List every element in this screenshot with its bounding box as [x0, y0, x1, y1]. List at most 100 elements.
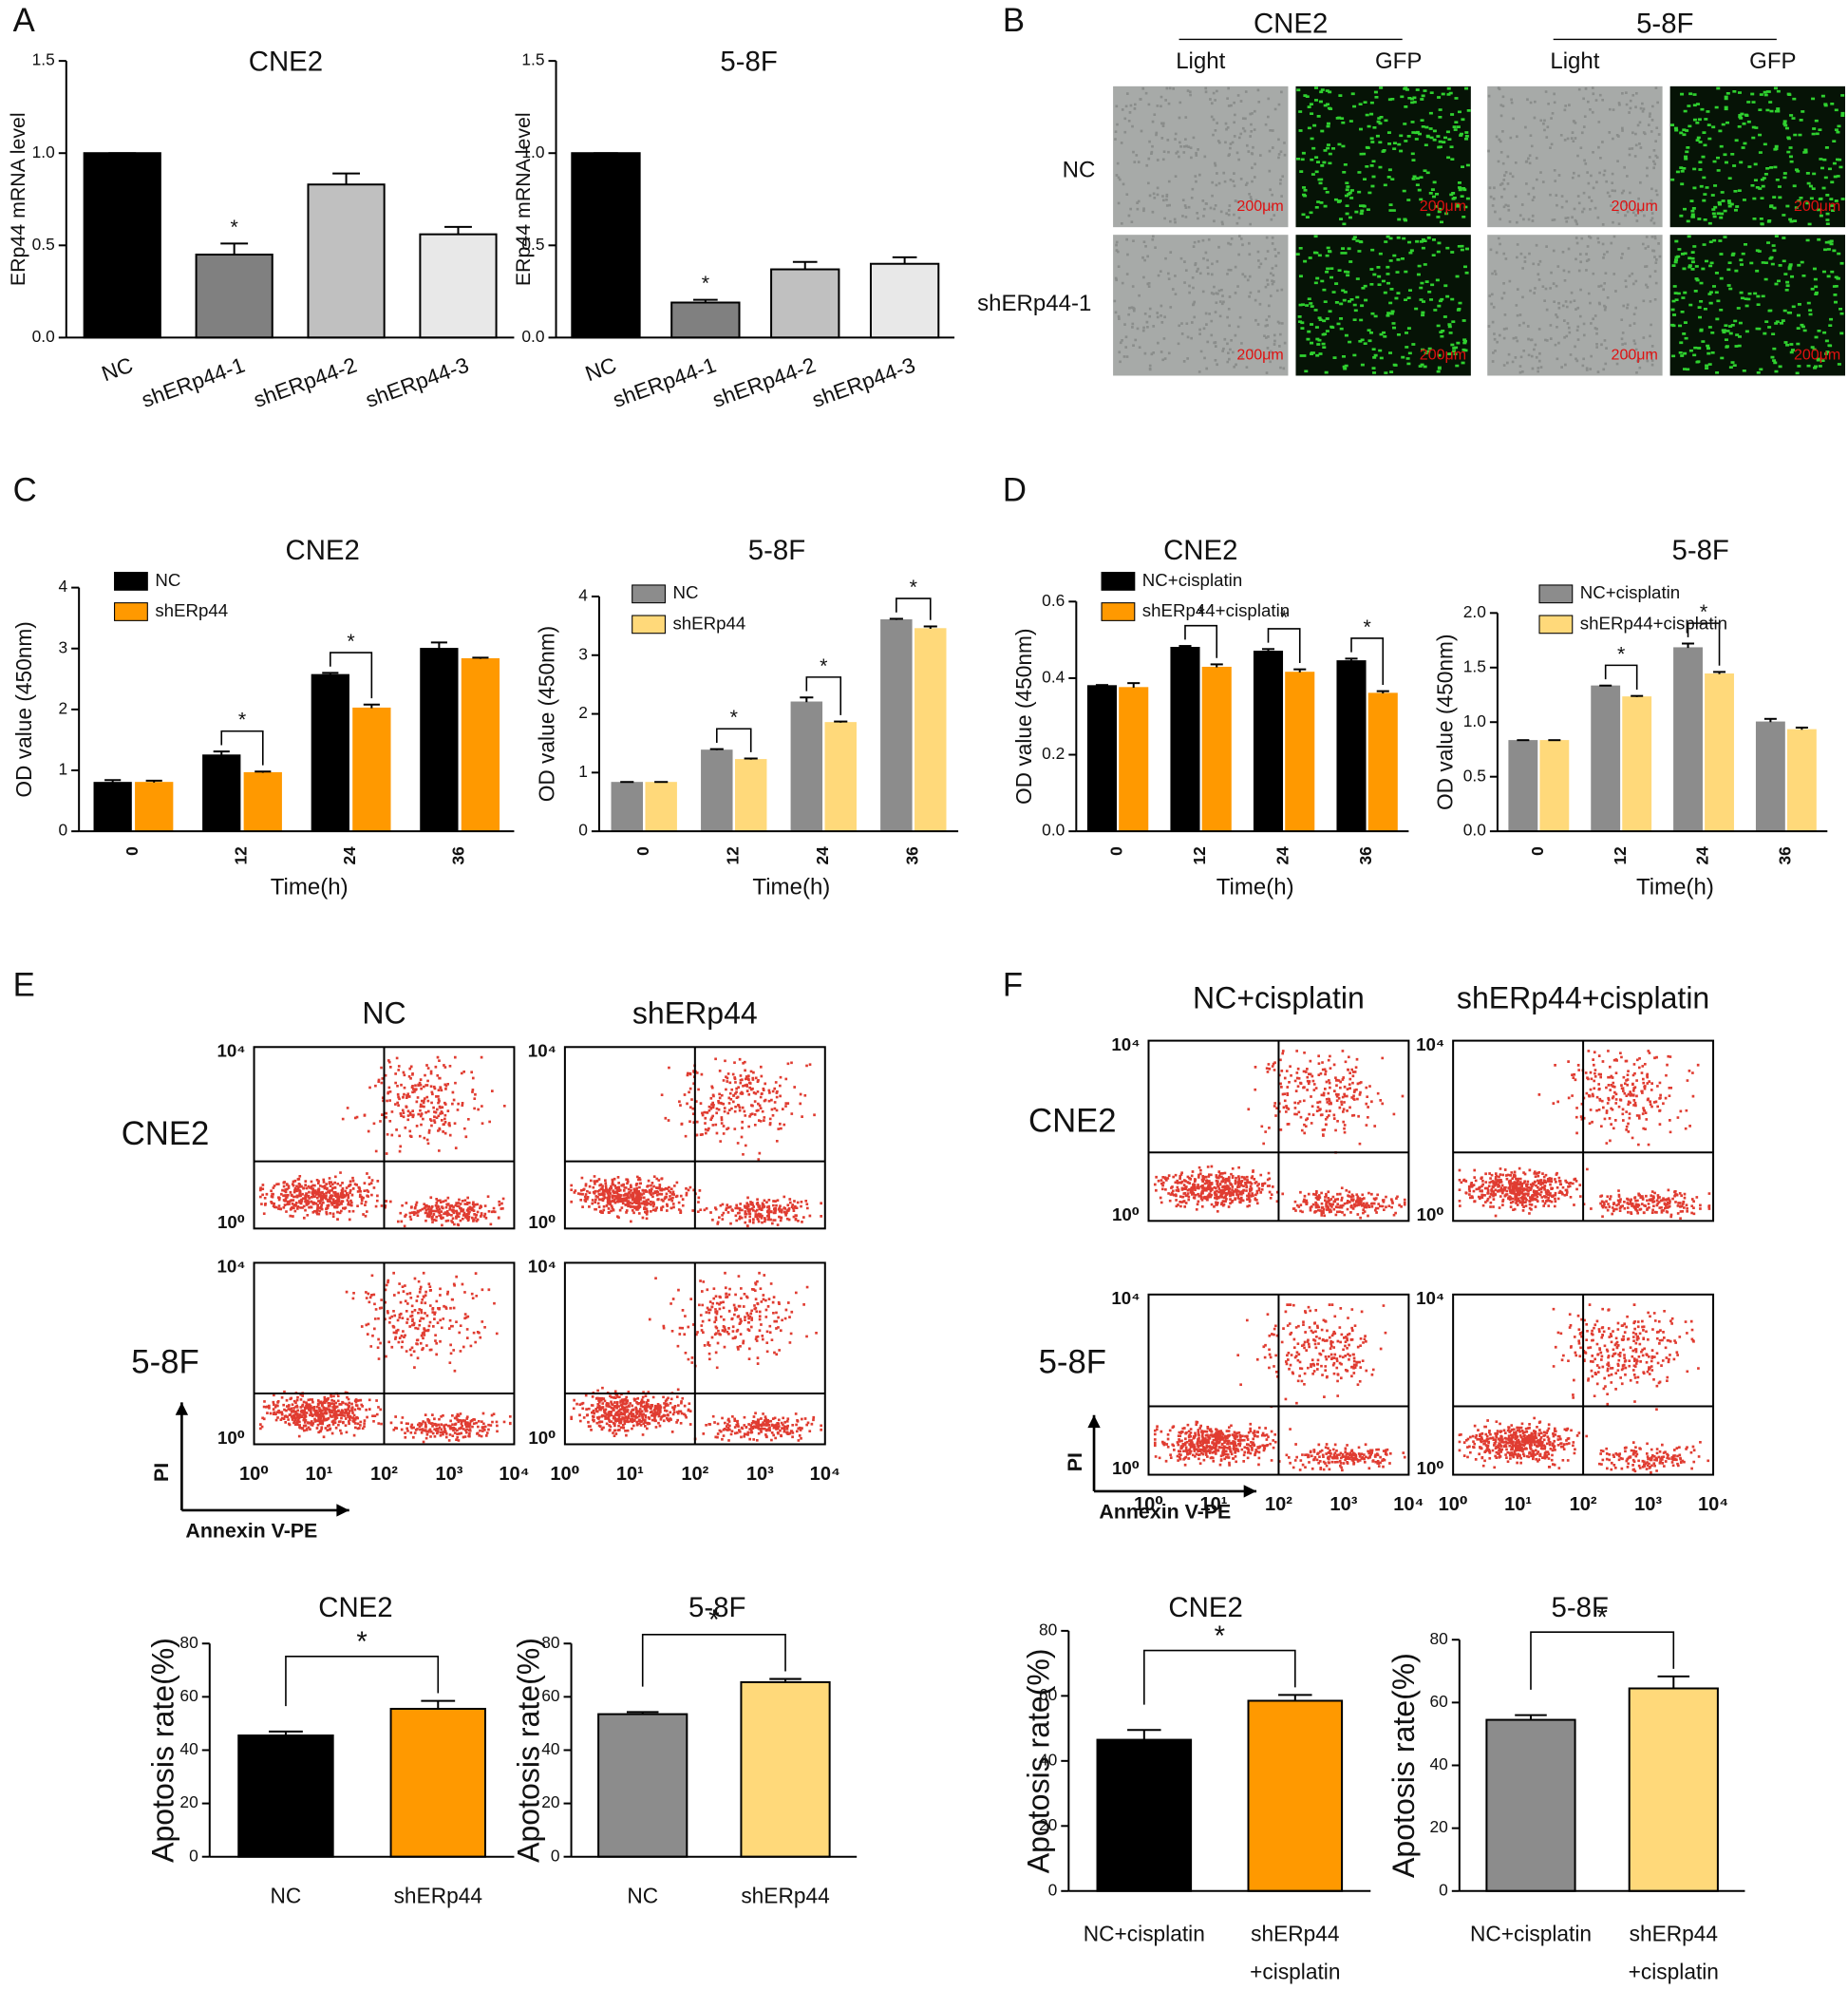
y-tick-label: 1.5	[521, 50, 544, 69]
bar	[93, 782, 132, 832]
scale-bar-label: 200μm	[1236, 346, 1283, 363]
x-axis-label: Time(h)	[271, 875, 349, 900]
channel-label: GFP	[1375, 48, 1422, 74]
legend-label: shERp44	[672, 613, 745, 633]
row-label: CNE2	[122, 1116, 210, 1152]
bar	[1253, 651, 1284, 832]
flow-dots	[1153, 1050, 1406, 1220]
bar	[645, 782, 677, 832]
bar	[597, 1713, 688, 1858]
y-axis-label: Apotosis rate(%)	[145, 1638, 179, 1863]
y-tick-label: 1.0	[32, 142, 55, 161]
x-tick-label: shERp44-2	[709, 352, 820, 412]
gfp-image	[1669, 85, 1846, 228]
bar	[352, 707, 391, 832]
chart-title: CNE2	[249, 47, 323, 78]
chart-title: 5-8F	[720, 47, 777, 78]
bar	[740, 1680, 831, 1858]
y-tick-label: 0.5	[32, 235, 55, 254]
y-tick-label: 80	[179, 1633, 198, 1652]
bar	[701, 749, 733, 832]
y-tick-label: 10⁴	[1111, 1288, 1140, 1308]
y-tick-label: 0.0	[521, 327, 544, 346]
y-tick-label: 60	[541, 1686, 559, 1705]
flow-dots	[259, 1055, 506, 1228]
significance-label: *	[910, 576, 917, 598]
y-tick-label: 10⁰	[1112, 1458, 1140, 1478]
x-tick-label: NC	[271, 1883, 302, 1907]
row-label: 5-8F	[1039, 1344, 1106, 1380]
y-tick-label: 40	[1429, 1754, 1447, 1773]
bar	[1628, 1687, 1719, 1892]
bar	[83, 152, 161, 339]
x-tick-label: 10⁴	[1393, 1494, 1424, 1515]
bar	[611, 782, 644, 832]
bar	[1086, 685, 1118, 832]
x-tick-label: 10²	[681, 1464, 708, 1485]
y-tick-label: 1.5	[1463, 656, 1486, 675]
significance-label: *	[356, 1626, 367, 1658]
significance-bracket	[805, 676, 842, 715]
x-tick-label: 36	[1775, 846, 1794, 865]
significance-label: *	[238, 709, 246, 731]
significance-label: *	[1280, 606, 1288, 629]
significance-bracket	[1350, 637, 1385, 685]
row-label: CNE2	[1028, 1104, 1117, 1140]
significance-label: *	[1215, 1620, 1225, 1652]
y-axis-label: OD value (450nm)	[1011, 628, 1036, 804]
significance-bracket	[896, 597, 932, 620]
significance-bracket	[220, 730, 264, 766]
bar	[880, 619, 913, 832]
x-tick-label: 10²	[1570, 1494, 1597, 1515]
bar	[571, 152, 641, 339]
significance-bracket	[1604, 664, 1638, 690]
legend-swatch	[632, 615, 666, 635]
arrow-head	[336, 1504, 349, 1517]
x-tick-label: NC+cisplatin	[1084, 1922, 1205, 1946]
y-tick-label: 10⁴	[217, 1257, 245, 1277]
bar	[1673, 647, 1703, 832]
y-tick-label: 20	[179, 1792, 198, 1811]
y-tick-label: 2.0	[1463, 602, 1486, 621]
y-tick-label: 2	[578, 703, 588, 722]
y-tick-label: 60	[179, 1686, 198, 1705]
y-axis-label: OD value (450nm)	[1432, 634, 1457, 809]
flow-dots	[1458, 1303, 1710, 1474]
scale-bar-label: 200μm	[1612, 346, 1658, 363]
y-tick-label: 0	[58, 821, 67, 840]
image-texture	[1487, 235, 1662, 374]
x-tick-label: 36	[1356, 846, 1375, 865]
significance-label: *	[702, 272, 709, 294]
x-tick-label: 36	[449, 846, 468, 865]
y-tick-label: 0.0	[1042, 821, 1065, 840]
legend-swatch	[1101, 602, 1136, 621]
bar	[1096, 1738, 1193, 1892]
bar	[1285, 672, 1315, 832]
significance-label: *	[1197, 603, 1204, 626]
legend-label: NC+cisplatin	[1580, 582, 1680, 602]
legend-label: shERp44+cisplatin	[1580, 613, 1727, 633]
bar	[389, 1707, 486, 1858]
x-tick-label: shERp44	[1251, 1922, 1339, 1946]
y-tick-label: 80	[1039, 1620, 1057, 1639]
y-axis-label: ERp44 mRNA level	[7, 112, 29, 286]
flow-dots	[259, 1271, 512, 1444]
panel-letter: C	[13, 473, 37, 509]
x-axis-label: Time(h)	[1636, 875, 1714, 900]
x-tick-label: 10⁴	[1698, 1494, 1728, 1515]
bar	[307, 183, 386, 339]
panel-letter: F	[1003, 968, 1023, 1004]
y-tick-label: 0	[1048, 1880, 1058, 1899]
bar	[1336, 660, 1367, 832]
significance-bracket	[1143, 1649, 1296, 1705]
x-tick-label: NC	[627, 1883, 658, 1907]
bar	[915, 628, 947, 832]
y-axis-label: PI	[150, 1463, 173, 1482]
x-tick-label: NC	[582, 352, 620, 387]
legend-label: NC+cisplatin	[1142, 570, 1242, 590]
panel-letter: E	[13, 968, 35, 1004]
x-tick-label: +cisplatin	[1250, 1960, 1340, 1984]
column-title: shERp44+cisplatin	[1457, 980, 1709, 1014]
significance-label: *	[231, 216, 238, 238]
